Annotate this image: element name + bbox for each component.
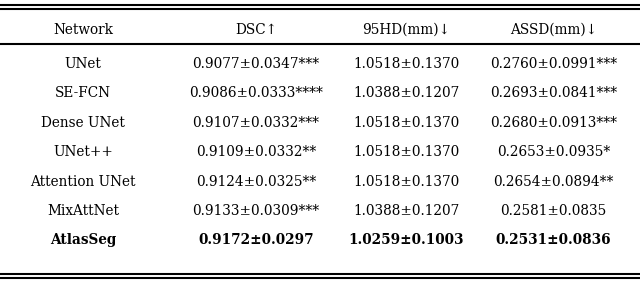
Text: 1.0388±0.1207: 1.0388±0.1207	[353, 86, 460, 101]
Text: 1.0518±0.1370: 1.0518±0.1370	[353, 145, 460, 159]
Text: 0.9107±0.0332***: 0.9107±0.0332***	[193, 116, 319, 130]
Text: UNet: UNet	[65, 57, 102, 71]
Text: 0.9124±0.0325**: 0.9124±0.0325**	[196, 174, 316, 189]
Text: 0.2654±0.0894**: 0.2654±0.0894**	[493, 174, 614, 189]
Text: 0.2531±0.0836: 0.2531±0.0836	[496, 233, 611, 247]
Text: 0.9109±0.0332**: 0.9109±0.0332**	[196, 145, 316, 159]
Text: 0.9133±0.0309***: 0.9133±0.0309***	[193, 204, 319, 218]
Text: 1.0518±0.1370: 1.0518±0.1370	[353, 57, 460, 71]
Text: MixAttNet: MixAttNet	[47, 204, 119, 218]
Text: Network: Network	[53, 23, 113, 37]
Text: 0.2760±0.0991***: 0.2760±0.0991***	[490, 57, 617, 71]
Text: 1.0518±0.1370: 1.0518±0.1370	[353, 174, 460, 189]
Text: 1.0259±0.1003: 1.0259±0.1003	[349, 233, 464, 247]
Text: Dense UNet: Dense UNet	[41, 116, 125, 130]
Text: DSC↑: DSC↑	[235, 23, 277, 37]
Text: 95HD(mm)↓: 95HD(mm)↓	[362, 23, 451, 37]
Text: UNet++: UNet++	[53, 145, 113, 159]
Text: 0.9086±0.0333****: 0.9086±0.0333****	[189, 86, 323, 101]
Text: ASSD(mm)↓: ASSD(mm)↓	[510, 23, 597, 37]
Text: 0.2653±0.0935*: 0.2653±0.0935*	[497, 145, 610, 159]
Text: 0.9172±0.0297: 0.9172±0.0297	[198, 233, 314, 247]
Text: 1.0518±0.1370: 1.0518±0.1370	[353, 116, 460, 130]
Text: 1.0388±0.1207: 1.0388±0.1207	[353, 204, 460, 218]
Text: 0.2581±0.0835: 0.2581±0.0835	[500, 204, 607, 218]
Text: Attention UNet: Attention UNet	[31, 174, 136, 189]
Text: 0.2680±0.0913***: 0.2680±0.0913***	[490, 116, 617, 130]
Text: SE-FCN: SE-FCN	[55, 86, 111, 101]
Text: 0.9077±0.0347***: 0.9077±0.0347***	[193, 57, 319, 71]
Text: 0.2693±0.0841***: 0.2693±0.0841***	[490, 86, 617, 101]
Text: AtlasSeg: AtlasSeg	[50, 233, 116, 247]
